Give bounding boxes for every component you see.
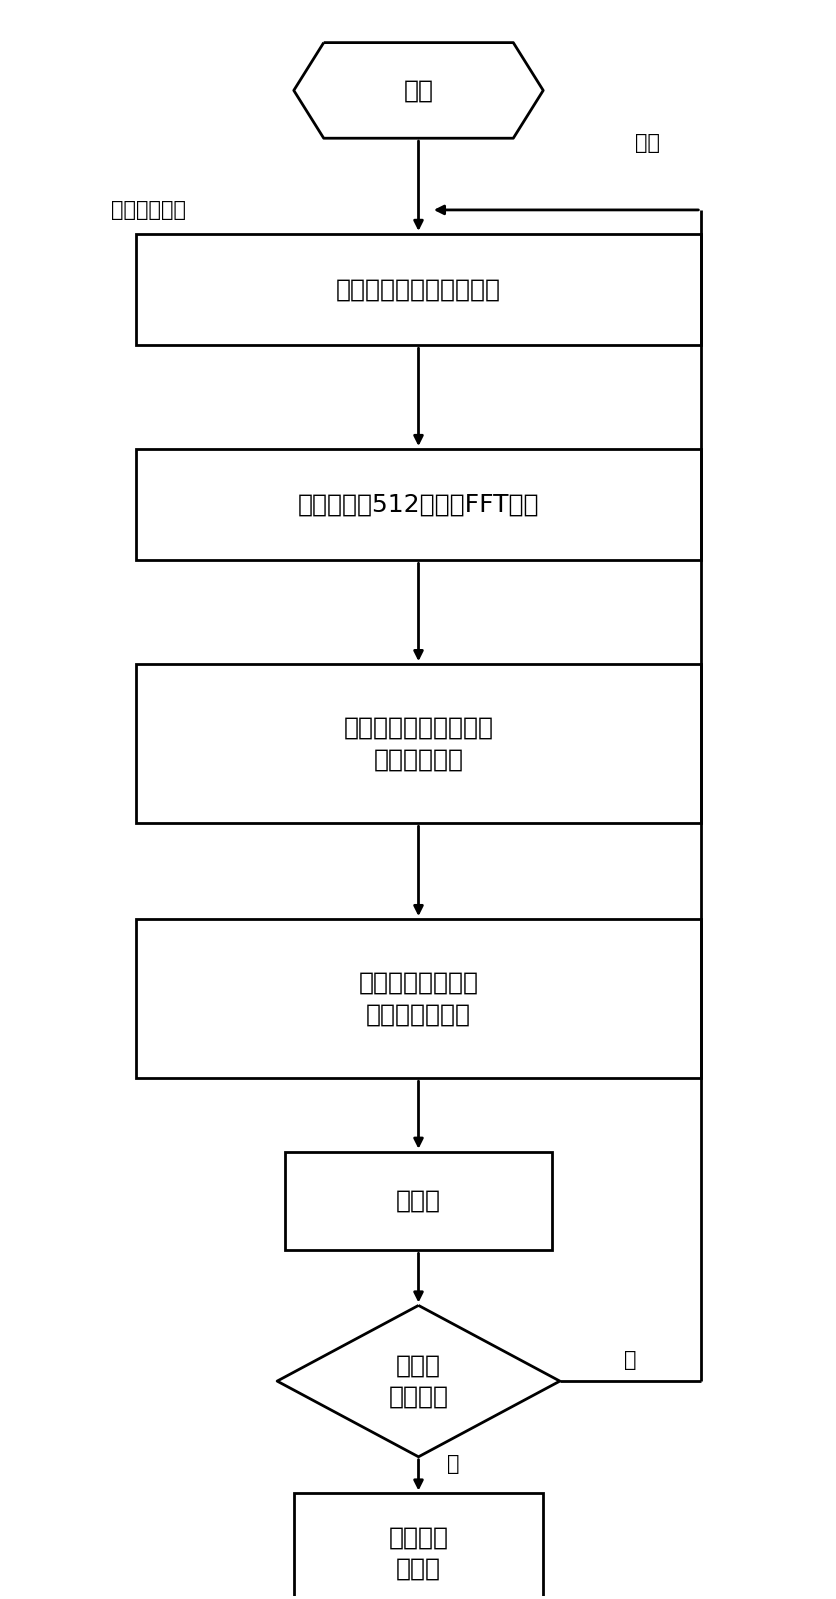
Text: 未超出
捕获带宽: 未超出 捕获带宽 [388,1353,448,1409]
Text: 中频采样信号: 中频采样信号 [110,200,186,221]
Text: 通过谱线位置计算
二倍频信号频率: 通过谱线位置计算 二倍频信号频率 [358,971,478,1027]
Text: 通过比较找出幅度谱中
最大谱线位置: 通过比较找出幅度谱中 最大谱线位置 [343,716,493,772]
Bar [293,1493,543,1599]
Text: 否: 否 [446,1453,459,1474]
Bar [135,919,701,1078]
Bar [135,233,701,345]
Bar [135,449,701,561]
Bar [135,664,701,823]
Text: 对采样信号进行平方运算: 对采样信号进行平方运算 [335,278,501,302]
Text: 二分频: 二分频 [395,1190,441,1214]
Text: 输出估计
频率值: 输出估计 频率值 [388,1525,448,1581]
Text: 开始: 开始 [403,78,433,102]
Text: 对数据进行512个点的FFT运算: 对数据进行512个点的FFT运算 [298,492,538,516]
Bar [285,1151,551,1250]
Text: 复位: 复位 [634,133,659,154]
Text: 是: 是 [624,1351,636,1370]
